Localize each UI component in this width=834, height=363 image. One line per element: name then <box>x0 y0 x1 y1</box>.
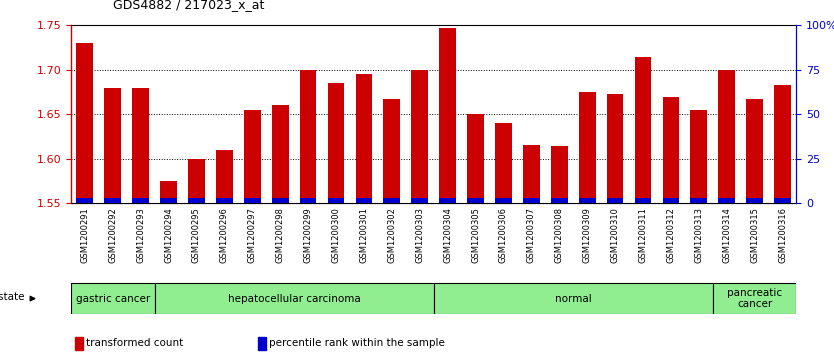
Bar <box>188 198 205 203</box>
Bar <box>104 198 121 203</box>
Text: GDS4882 / 217023_x_at: GDS4882 / 217023_x_at <box>113 0 264 11</box>
Bar <box>411 198 428 203</box>
Bar <box>662 198 679 203</box>
Bar <box>77 198 93 203</box>
Text: GSM1200311: GSM1200311 <box>639 207 647 263</box>
Bar <box>258 337 266 350</box>
Bar <box>635 198 651 203</box>
Bar <box>718 198 735 203</box>
Bar <box>272 105 289 203</box>
Text: GSM1200292: GSM1200292 <box>108 207 118 263</box>
Bar <box>691 110 707 203</box>
Text: GSM1200303: GSM1200303 <box>415 207 425 263</box>
Text: GSM1200306: GSM1200306 <box>499 207 508 263</box>
Bar <box>662 97 679 203</box>
Bar <box>746 99 763 203</box>
Text: GSM1200297: GSM1200297 <box>248 207 257 263</box>
Bar <box>579 198 595 203</box>
Text: GSM1200310: GSM1200310 <box>610 207 620 263</box>
Bar <box>523 198 540 203</box>
Text: gastric cancer: gastric cancer <box>76 294 150 303</box>
Text: GSM1200313: GSM1200313 <box>694 207 703 263</box>
Bar <box>384 198 400 203</box>
Bar <box>713 283 796 314</box>
Bar <box>774 198 791 203</box>
Bar <box>467 114 484 203</box>
Bar <box>746 198 763 203</box>
Bar <box>216 198 233 203</box>
Bar <box>104 88 121 203</box>
Bar <box>467 198 484 203</box>
Text: disease state: disease state <box>0 292 25 302</box>
Text: GSM1200295: GSM1200295 <box>192 207 201 263</box>
Text: GSM1200307: GSM1200307 <box>527 207 536 263</box>
Bar <box>440 198 456 203</box>
Bar <box>411 70 428 203</box>
Bar <box>691 198 707 203</box>
Bar <box>523 146 540 203</box>
Text: normal: normal <box>555 294 591 303</box>
Bar <box>188 159 205 203</box>
Bar <box>551 198 568 203</box>
Text: percentile rank within the sample: percentile rank within the sample <box>269 338 445 348</box>
Bar <box>328 198 344 203</box>
Bar <box>328 83 344 203</box>
Bar <box>384 99 400 203</box>
Text: GSM1200296: GSM1200296 <box>220 207 229 263</box>
Text: GSM1200304: GSM1200304 <box>443 207 452 263</box>
Bar <box>272 198 289 203</box>
Bar <box>495 123 512 203</box>
Text: GSM1200294: GSM1200294 <box>164 207 173 263</box>
Text: hepatocellular carcinoma: hepatocellular carcinoma <box>228 294 360 303</box>
Text: GSM1200300: GSM1200300 <box>331 207 340 263</box>
Bar <box>606 198 624 203</box>
Text: GSM1200299: GSM1200299 <box>304 207 313 263</box>
Bar <box>71 283 154 314</box>
Text: GSM1200309: GSM1200309 <box>583 207 591 263</box>
Bar <box>299 198 316 203</box>
Bar <box>75 337 83 350</box>
Text: GSM1200305: GSM1200305 <box>471 207 480 263</box>
Text: GSM1200301: GSM1200301 <box>359 207 369 263</box>
Bar <box>216 150 233 203</box>
Text: GSM1200293: GSM1200293 <box>136 207 145 263</box>
Bar <box>133 198 149 203</box>
Text: GSM1200316: GSM1200316 <box>778 207 787 263</box>
Bar <box>718 70 735 203</box>
Bar <box>355 74 372 203</box>
Bar <box>244 198 261 203</box>
Bar <box>440 28 456 203</box>
Text: GSM1200312: GSM1200312 <box>666 207 676 263</box>
Bar <box>77 43 93 203</box>
Bar <box>154 283 434 314</box>
Bar <box>774 85 791 203</box>
Text: GSM1200291: GSM1200291 <box>80 207 89 263</box>
Bar <box>434 283 713 314</box>
Bar <box>606 94 624 203</box>
Text: GSM1200315: GSM1200315 <box>750 207 759 263</box>
Bar <box>133 88 149 203</box>
Bar <box>495 198 512 203</box>
Bar <box>299 70 316 203</box>
Text: transformed count: transformed count <box>86 338 183 348</box>
Bar <box>635 57 651 203</box>
Text: pancreatic
cancer: pancreatic cancer <box>727 288 782 309</box>
Bar <box>579 92 595 203</box>
Bar <box>160 181 177 203</box>
Bar <box>160 198 177 203</box>
Bar <box>551 146 568 203</box>
Text: GSM1200302: GSM1200302 <box>387 207 396 263</box>
Bar <box>244 110 261 203</box>
Text: GSM1200298: GSM1200298 <box>276 207 284 263</box>
Text: GSM1200308: GSM1200308 <box>555 207 564 263</box>
Text: GSM1200314: GSM1200314 <box>722 207 731 263</box>
Bar <box>355 198 372 203</box>
